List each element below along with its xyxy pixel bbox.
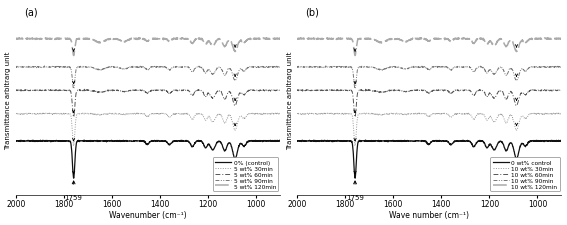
- Legend: 0 wt% control, 10 wt% 30min, 10 wt% 60min, 10 wt% 90min, 10 wt% 120min: 0 wt% control, 10 wt% 30min, 10 wt% 60mi…: [490, 158, 560, 191]
- X-axis label: Wave number (cm⁻¹): Wave number (cm⁻¹): [390, 211, 469, 219]
- Text: 1759: 1759: [346, 194, 364, 200]
- Legend: 0% (control), 5 wt% 30min, 5 wt% 60min, 5 wt% 90min, 5 wt% 120min: 0% (control), 5 wt% 30min, 5 wt% 60min, …: [213, 158, 278, 191]
- Text: 1087: 1087: [226, 175, 244, 180]
- X-axis label: Wavenumber (cm⁻¹): Wavenumber (cm⁻¹): [109, 211, 187, 219]
- Text: (b): (b): [305, 7, 319, 17]
- Text: 1759: 1759: [65, 194, 83, 200]
- Text: (a): (a): [24, 7, 37, 17]
- Y-axis label: Transmittance arbitrarg unit: Transmittance arbitrarg unit: [6, 51, 11, 149]
- Y-axis label: Transmittance arbitrarg unit: Transmittance arbitrarg unit: [287, 51, 293, 149]
- Text: 1087: 1087: [507, 175, 526, 180]
